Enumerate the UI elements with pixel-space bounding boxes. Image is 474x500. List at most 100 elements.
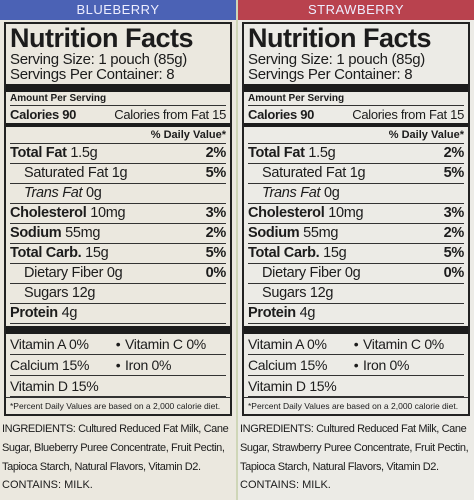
nutrient: Protein 4g: [248, 304, 315, 323]
nutrient: Saturated Fat 1g: [248, 164, 366, 183]
nutrient-row: Total Fat 1.5g 2%: [248, 144, 464, 164]
nutrient-name: Saturated Fat: [24, 165, 108, 181]
nutrient-name: Cholesterol: [10, 205, 87, 221]
vitamin: Vitamin D 15%: [248, 378, 337, 394]
title: Nutrition Facts: [248, 23, 432, 53]
daily-value: 3%: [443, 205, 465, 221]
nutrient-row: Cholesterol 10mg 3%: [10, 204, 226, 224]
label-panel: BLUEBERRY Nutrition Facts Serving Size: 1 …: [0, 0, 236, 500]
nutrient-amount: 1.5g: [70, 145, 98, 161]
nutrient-row: Protein 4g: [10, 304, 226, 324]
daily-value: 3%: [205, 205, 227, 221]
vitamin-row: Vitamin A 0% • Vitamin C 0%: [10, 334, 226, 355]
calories-fat: Calories from Fat 15: [114, 107, 226, 122]
vitamin-row: Vitamin D 15%: [10, 376, 226, 397]
daily-value: 5%: [205, 165, 227, 181]
ingredients: INGREDIENTS: Cultured Reduced Fat Milk, …: [2, 423, 229, 473]
nutrient-name: Total Fat: [10, 145, 67, 161]
vitamin: Vitamin C 0%: [363, 336, 444, 352]
nutrient-amount: 12g: [71, 285, 96, 301]
separator-dot: •: [353, 357, 359, 373]
title: Nutrition Facts: [10, 23, 194, 53]
divider: [244, 326, 468, 334]
nutrient: Total Fat 1.5g: [10, 144, 98, 163]
nutrient: Total Carb. 15g: [10, 244, 109, 263]
calories-row: Calories 90 Calories from Fat 15: [10, 106, 226, 123]
divider: [6, 123, 230, 127]
amount-per-serving: Amount Per Serving: [248, 92, 464, 106]
nutrient-row: Sugars 12g: [248, 284, 464, 304]
nutrient-amount: 10mg: [328, 205, 364, 221]
nutrient-amount: 10mg: [90, 205, 126, 221]
divider: [244, 84, 468, 92]
nutrient: Cholesterol 10mg: [248, 204, 364, 223]
nutrient-name: Saturated Fat: [262, 165, 346, 181]
calories: Calories 90: [248, 107, 315, 122]
servings: Servings Per Container: 8: [248, 66, 413, 83]
nutrient-amount: 12g: [309, 285, 334, 301]
nutrient-name: Protein: [248, 305, 296, 321]
nutrient-amount: 0g: [106, 265, 123, 281]
nutrient-name: Total Carb.: [10, 245, 82, 261]
calories-fat: Calories from Fat 15: [352, 107, 464, 122]
nutrient: Total Carb. 15g: [248, 244, 347, 263]
nutrient-name: Dietary Fiber: [262, 265, 342, 281]
nutrient-name: Trans Fat: [24, 185, 83, 201]
nutrient-row: Dietary Fiber 0g 0%: [248, 264, 464, 284]
nutrient-row: Trans Fat 0g: [248, 184, 464, 204]
nutrient-row: Sodium 55mg 2%: [248, 224, 464, 244]
nutrient-name: Sodium: [10, 225, 62, 241]
flavor-band: STRAWBERRY: [238, 0, 474, 20]
daily-value: 5%: [205, 245, 227, 261]
contains: CONTAINS: MILK.: [240, 479, 331, 491]
vitamin-row: Vitamin A 0% • Vitamin C 0%: [248, 334, 464, 355]
nutrient-amount: 55mg: [303, 225, 339, 241]
nutrient-row: Trans Fat 0g: [10, 184, 226, 204]
nutrient-amount: 0g: [86, 185, 102, 201]
nutrient: Saturated Fat 1g: [10, 164, 128, 183]
ingredients: INGREDIENTS: Cultured Reduced Fat Milk, …: [240, 423, 469, 473]
nutrient: Total Fat 1.5g: [248, 144, 336, 163]
nutrition-box: Nutrition Facts Serving Size: 1 pouch (85…: [4, 22, 232, 416]
vitamin: Vitamin A 0%: [248, 336, 327, 352]
footnote: *Percent Daily Values are based on a 2,0…: [6, 397, 230, 414]
daily-value: 2%: [443, 225, 465, 241]
nutrient: Sugars 12g: [248, 284, 333, 303]
nutrient: Cholesterol 10mg: [10, 204, 126, 223]
nutrient-row: Cholesterol 10mg 3%: [248, 204, 464, 224]
nutrient: Dietary Fiber 0g: [10, 264, 123, 283]
nutrient-amount: 1.5g: [308, 145, 336, 161]
nutrient: Sodium 55mg: [10, 224, 100, 243]
nutrient-amount: 55mg: [65, 225, 101, 241]
divider: [6, 84, 230, 92]
amount-per-serving: Amount Per Serving: [10, 92, 226, 106]
nutrient-amount: 0g: [324, 185, 340, 201]
nutrient-row: Total Carb. 15g 5%: [10, 244, 226, 264]
nutrient-row: Saturated Fat 1g 5%: [248, 164, 464, 184]
separator-dot: •: [353, 336, 359, 352]
nutrient-name: Trans Fat: [262, 185, 321, 201]
daily-value: 0%: [205, 265, 227, 281]
vitamin-row: Calcium 15% • Iron 0%: [248, 355, 464, 376]
separator-dot: •: [115, 357, 121, 373]
serving-size: Serving Size: 1 pouch (85g): [10, 51, 188, 68]
vitamin: Iron 0%: [363, 357, 410, 373]
vitamin: Iron 0%: [125, 357, 172, 373]
vitamin-row: Vitamin D 15%: [248, 376, 464, 397]
vitamin: Vitamin A 0%: [10, 336, 89, 352]
vitamin: Vitamin D 15%: [10, 378, 99, 394]
nutrient-row: Dietary Fiber 0g 0%: [10, 264, 226, 284]
nutrient-amount: 4g: [61, 305, 78, 321]
nutrient-name: Dietary Fiber: [24, 265, 104, 281]
serving-size: Serving Size: 1 pouch (85g): [248, 51, 426, 68]
vitamin: Calcium 15%: [10, 357, 90, 373]
vitamin-row: Calcium 15% • Iron 0%: [10, 355, 226, 376]
daily-value: 2%: [205, 225, 227, 241]
nutrient-name: Sugars: [24, 285, 69, 301]
daily-value: 5%: [443, 165, 465, 181]
nutrient-row: Total Fat 1.5g 2%: [10, 144, 226, 164]
nutrient-amount: 0g: [344, 265, 361, 281]
nutrient: Sodium 55mg: [248, 224, 338, 243]
footnote: *Percent Daily Values are based on a 2,0…: [244, 397, 468, 414]
